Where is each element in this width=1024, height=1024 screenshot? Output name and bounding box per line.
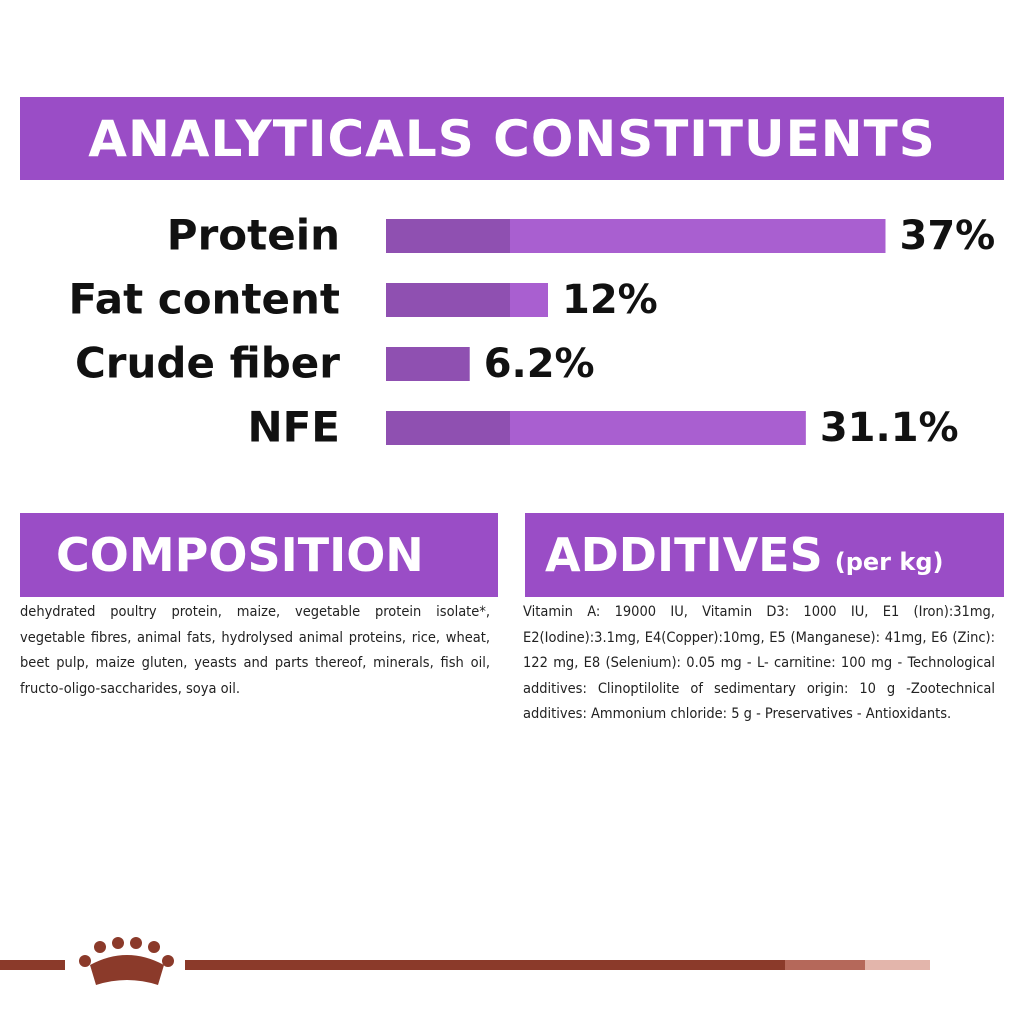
stripe <box>0 960 65 970</box>
bar <box>386 219 886 253</box>
bar-shade <box>386 219 510 253</box>
bar <box>386 411 806 445</box>
composition-title: COMPOSITION <box>56 528 424 582</box>
stripe <box>865 960 930 970</box>
category-label: Protein <box>167 211 340 260</box>
additives-header: ADDITIVES (per kg) <box>525 513 1004 597</box>
value-label: 37% <box>900 213 996 259</box>
stripe <box>785 960 865 970</box>
value-label: 12% <box>562 277 658 323</box>
bar-shade <box>386 283 510 317</box>
stripe <box>185 960 785 970</box>
value-label: 6.2% <box>484 341 595 387</box>
bar-shade <box>386 411 510 445</box>
category-label: NFE <box>247 403 340 452</box>
chart: Protein 37% Fat content 12% Crude fiber 6.2% N… <box>69 211 996 452</box>
chart-title: ANALYTICALS CONSTITUENTS <box>88 109 936 168</box>
additives-title: ADDITIVES <box>545 528 823 582</box>
bar-shade <box>386 347 470 381</box>
composition-header: COMPOSITION <box>20 513 498 597</box>
composition-text: dehydrated poultry protein, maize, veget… <box>20 604 490 697</box>
footer-stripe <box>0 937 930 985</box>
category-label: Crude fiber <box>75 339 340 388</box>
chart-header: ANALYTICALS CONSTITUENTS <box>20 97 1004 180</box>
additives-subtitle: (per kg) <box>834 548 944 576</box>
bar <box>386 283 548 317</box>
value-label: 31.1% <box>820 405 959 451</box>
crown-logo <box>79 937 174 985</box>
category-label: Fat content <box>69 275 340 324</box>
additives-text: Vitamin A: 19000 IU, Vitamin D3: 1000 IU… <box>523 604 995 722</box>
bar <box>386 347 470 381</box>
